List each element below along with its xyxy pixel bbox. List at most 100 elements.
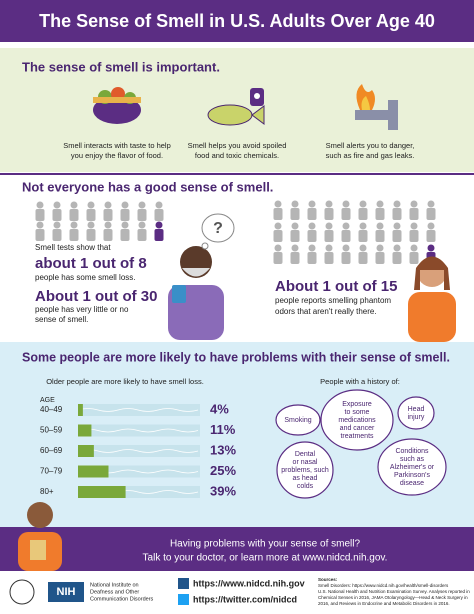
category-label: 50–59 <box>40 426 63 435</box>
person-icon <box>392 208 402 220</box>
source: 2016, and Reviews in Endocrine and Metab… <box>318 601 450 606</box>
person-icon <box>36 221 44 229</box>
person-icon <box>53 201 61 209</box>
caption: you enjoy the flavor of food. <box>71 151 163 160</box>
person-icon <box>307 230 317 242</box>
condition-oval <box>320 389 394 451</box>
person-icon <box>393 244 401 252</box>
category-label: 70–79 <box>40 467 63 476</box>
institute: Communication Disorders <box>90 596 154 602</box>
person-icon <box>409 252 419 264</box>
condition-text: as head <box>293 475 318 482</box>
person-icon <box>138 221 146 229</box>
person-icon <box>70 201 78 209</box>
person-icon <box>120 209 130 221</box>
header-band <box>0 0 474 42</box>
bar <box>78 424 92 437</box>
person-icon <box>53 221 61 229</box>
value-label: 11% <box>210 422 236 437</box>
person-icon <box>392 230 402 242</box>
condition-text: and cancer <box>340 425 375 432</box>
condition-text: such as <box>400 456 425 463</box>
person-icon <box>325 200 333 208</box>
condition-oval <box>397 396 435 430</box>
person-icon <box>392 252 402 264</box>
section-bg <box>0 342 474 527</box>
caption: Smell alerts you to danger, <box>326 141 415 150</box>
condition-text: injury <box>408 414 425 421</box>
condition-text: Dental <box>295 451 316 458</box>
category-label: 80+ <box>40 487 54 496</box>
caption: such as fire and gas leaks. <box>326 151 415 160</box>
person-icon <box>137 229 147 241</box>
text: Smell tests show that <box>35 243 111 252</box>
person-icon <box>308 200 316 208</box>
person-icon <box>341 230 351 242</box>
twitter-icon <box>178 594 189 605</box>
woman-illustration <box>408 256 456 342</box>
condition-text: Head <box>408 406 425 413</box>
twitter[interactable]: https://twitter.com/nidcd <box>193 594 297 604</box>
person-icon <box>104 221 112 229</box>
person-icon <box>291 222 299 230</box>
condition-text: colds <box>297 483 314 490</box>
person-icon <box>69 229 79 241</box>
title: The Sense of Smell in U.S. Adults Over A… <box>39 11 435 31</box>
caption: Smell helps you avoid spoiled <box>188 141 287 150</box>
person-icon <box>359 222 367 230</box>
person-icon <box>121 221 129 229</box>
person-icon <box>290 230 300 242</box>
person-icon <box>358 230 368 242</box>
person-icon <box>410 222 418 230</box>
chart-title: Older people are more likely to have sme… <box>46 377 204 386</box>
person-icon <box>274 244 282 252</box>
person-icon <box>342 244 350 252</box>
person-icon <box>409 208 419 220</box>
person-icon <box>274 222 282 230</box>
person-icon <box>410 200 418 208</box>
person-icon <box>410 244 418 252</box>
section-heading: Some people are more likely to have prob… <box>22 350 450 364</box>
person-icon <box>87 201 95 209</box>
person-icon <box>154 229 164 241</box>
condition-oval <box>377 438 447 496</box>
track-wave <box>77 408 199 412</box>
institute: Deafness and Other <box>90 589 139 595</box>
person-icon <box>376 244 384 252</box>
person-icon <box>341 208 351 220</box>
bar <box>78 445 94 457</box>
person-icon <box>375 252 385 264</box>
person-icon <box>375 208 385 220</box>
person-icon <box>155 201 163 209</box>
condition-text: Smoking <box>284 417 311 424</box>
person-icon <box>36 201 44 209</box>
person-icon <box>393 222 401 230</box>
person-icon <box>409 230 419 242</box>
person-icon <box>120 229 130 241</box>
condition-text: treatments <box>340 433 374 440</box>
footer-band <box>0 527 474 571</box>
condition-oval <box>276 441 334 499</box>
person-icon <box>325 222 333 230</box>
track-wave <box>77 449 199 453</box>
doctor-illustration <box>18 502 62 571</box>
caption: Smell interacts with taste to help <box>63 141 171 150</box>
web-icon <box>178 578 189 589</box>
person-icon <box>86 209 96 221</box>
source: Chemical Senses in 2016, JAMA Otolaryngo… <box>318 595 468 600</box>
condition-text: or nasal <box>293 459 318 466</box>
website[interactable]: https://www.nidcd.nih.gov <box>193 578 305 588</box>
section-heading: The sense of smell is important. <box>22 59 220 74</box>
person-icon <box>427 222 435 230</box>
condition-text: disease <box>400 480 424 487</box>
person-icon <box>87 221 95 229</box>
person-icon <box>427 244 435 252</box>
person-icon <box>86 229 96 241</box>
condition-oval <box>275 404 321 436</box>
person-icon <box>52 209 62 221</box>
person-icon <box>35 229 45 241</box>
list-title: People with a history of: <box>320 377 400 386</box>
source: Sources: <box>318 577 338 582</box>
value-label: 13% <box>210 442 236 457</box>
person-icon <box>359 200 367 208</box>
